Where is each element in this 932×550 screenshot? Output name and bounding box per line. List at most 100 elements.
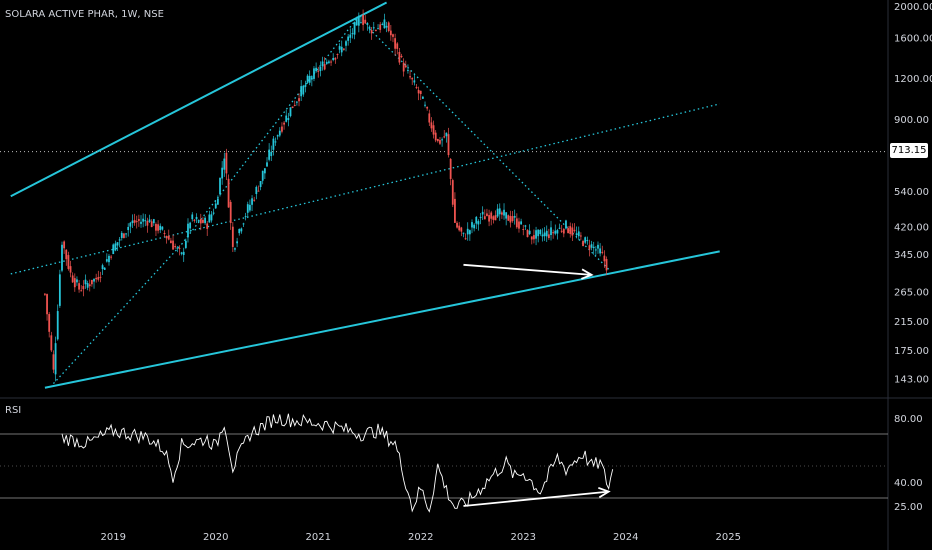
candle-body [195, 216, 198, 220]
candle-body [176, 247, 179, 249]
candle-body [199, 219, 202, 224]
candle-body [123, 233, 125, 238]
candle-body [184, 240, 187, 248]
candle-body [560, 230, 563, 232]
candle-body [494, 215, 497, 221]
candle-body [345, 41, 347, 46]
candle-body [520, 221, 523, 225]
candle-body [475, 216, 478, 224]
time-tick-label-4: 2023 [511, 532, 536, 543]
candle-body [594, 249, 597, 251]
candle-body [161, 226, 164, 230]
candle-body [562, 229, 565, 234]
price-tick-label-9: 175.00 [894, 346, 929, 357]
dotted-trendline-3 [52, 243, 183, 385]
candle-body [379, 24, 382, 30]
candle-body [310, 77, 313, 80]
time-tick-label-1: 2020 [203, 532, 228, 543]
candle-body [155, 223, 157, 231]
candle-body [221, 167, 224, 179]
channel-line-1 [44, 250, 720, 389]
candle-body [204, 217, 206, 224]
candle-body [225, 152, 228, 174]
candle-body [105, 259, 108, 262]
price-tick-label-8: 215.00 [894, 317, 929, 328]
candle-body [490, 212, 493, 219]
rsi-divergence-arrow [463, 490, 609, 507]
candle-body [392, 34, 394, 37]
candle-body [383, 19, 386, 29]
candle-body [76, 279, 78, 283]
candle-body [142, 218, 145, 222]
candle-body [396, 43, 399, 49]
candle-body [69, 266, 72, 273]
candle-body [152, 219, 155, 224]
candle-body [464, 238, 467, 240]
dotted-trendline-4 [181, 12, 362, 245]
candle-body [319, 66, 322, 71]
candle-body [447, 134, 450, 156]
candle-body [304, 84, 307, 87]
candle-body [285, 115, 288, 122]
candle-body [404, 65, 407, 68]
candle-body [242, 223, 245, 225]
candle-body [507, 215, 510, 221]
price-tick-label-1: 1600.00 [894, 34, 932, 45]
candle-body [238, 228, 241, 234]
candle-body [146, 220, 149, 226]
rsi-tick-label-2: 25.00 [894, 502, 923, 513]
candle-body [214, 203, 217, 209]
candle-body [63, 241, 66, 249]
candle-body [270, 151, 273, 157]
candle-body [159, 225, 162, 231]
candle-body [90, 279, 93, 285]
rsi-divergence-arrow-head [598, 486, 611, 499]
candle-body [349, 34, 352, 38]
candle-body [558, 227, 561, 229]
candle-body [481, 211, 484, 215]
candle-body [456, 222, 458, 228]
candle-body [86, 283, 89, 288]
candle-body [212, 212, 215, 214]
candle-body [114, 243, 117, 251]
candle-body [424, 104, 426, 106]
candle-body [229, 201, 232, 224]
candle-body [528, 230, 531, 235]
candle-body [295, 101, 298, 103]
candle-body [530, 236, 533, 240]
time-tick-label-2: 2021 [306, 532, 331, 543]
candle-body [479, 216, 482, 218]
candle-body [112, 244, 115, 255]
candle-body [48, 314, 51, 332]
candle-body [451, 180, 454, 205]
candle-body [394, 38, 397, 49]
candle-body [323, 64, 326, 70]
candle-body [539, 229, 542, 235]
candle-body [580, 235, 582, 237]
candle-body [496, 208, 499, 217]
candle-body [573, 229, 576, 231]
candle-body [355, 18, 358, 26]
candle-body [84, 279, 87, 285]
candle-body [191, 214, 194, 220]
candle-body [565, 220, 567, 229]
candle-body [157, 224, 159, 231]
candle-body [518, 221, 520, 229]
candle-body [552, 232, 555, 234]
candle-body [332, 57, 335, 61]
candle-body [535, 230, 537, 239]
candle-body [462, 232, 465, 234]
candle-body [599, 248, 602, 254]
candle-body [54, 343, 57, 375]
candle-body [93, 278, 95, 282]
candle-body [436, 138, 439, 142]
candle-body [88, 284, 91, 287]
candle-body [372, 27, 375, 29]
candle-body [61, 244, 63, 271]
candle-body [415, 87, 418, 89]
candle-body [71, 275, 74, 283]
candle-body [353, 22, 356, 35]
candle-body [511, 216, 514, 221]
rsi-tick-label-0: 80.00 [894, 414, 923, 425]
